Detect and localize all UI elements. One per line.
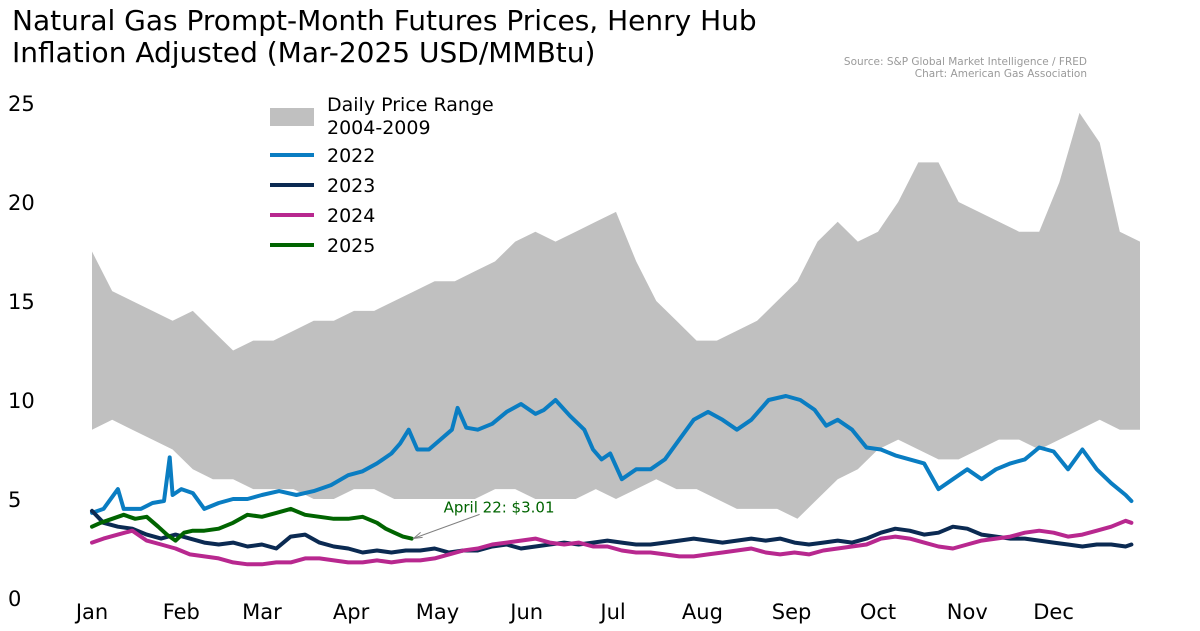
annotation-april-22: April 22: $3.01 <box>412 498 555 540</box>
legend: Daily Price Range 2004-2009 2022 2023 20… <box>270 94 494 257</box>
price-range-band <box>92 112 1140 519</box>
x-tick-label-aug: Aug <box>682 600 723 624</box>
y-tick-label-25: 25 <box>8 92 35 116</box>
series-line-2022 <box>90 394 1134 515</box>
chart-title-line-2: Inflation Adjusted (Mar-2025 USD/MMBtu) <box>12 36 595 69</box>
source-note: Source: S&P Global Market Intelligence /… <box>844 56 1087 80</box>
series-lines-layer <box>90 394 1134 567</box>
y-tick-label-15: 15 <box>8 290 35 314</box>
y-tick-label-5: 5 <box>8 488 21 512</box>
legend-label-2025: 2025 <box>327 235 375 257</box>
chart-title: Natural Gas Prompt-Month Futures Prices,… <box>12 4 757 69</box>
legend-label-2023: 2023 <box>327 175 375 197</box>
x-tick-label-jul: Jul <box>598 600 625 624</box>
price-range-band-layer <box>92 112 1140 519</box>
legend-swatch-range-band <box>270 108 314 126</box>
legend-label-2022: 2022 <box>327 145 375 167</box>
y-tick-label-20: 20 <box>8 191 35 215</box>
x-tick-label-feb: Feb <box>163 600 200 624</box>
annotation-arrow-head <box>412 532 423 540</box>
x-tick-label-nov: Nov <box>947 600 988 624</box>
series-line-2025 <box>90 506 414 543</box>
legend-label-range-line-1: Daily Price Range <box>327 94 494 116</box>
x-axis: Jan Feb Mar Apr May Jun Jul Aug Sep Oct Nov Dec <box>74 600 1074 624</box>
annotation-label: April 22: $3.01 <box>444 498 555 516</box>
x-tick-label-jan: Jan <box>74 600 108 624</box>
legend-label-2024: 2024 <box>327 205 375 227</box>
x-tick-label-oct: Oct <box>860 600 896 624</box>
series-line-2023 <box>90 508 1134 555</box>
x-tick-label-apr: Apr <box>333 600 370 624</box>
x-tick-label-mar: Mar <box>242 600 282 624</box>
chart-title-line-1: Natural Gas Prompt-Month Futures Prices,… <box>12 4 757 37</box>
y-tick-label-10: 10 <box>8 389 35 413</box>
x-tick-label-dec: Dec <box>1033 600 1074 624</box>
source-line-1: Source: S&P Global Market Intelligence /… <box>844 56 1087 68</box>
source-line-2: Chart: American Gas Association <box>915 68 1087 80</box>
x-tick-label-sep: Sep <box>772 600 812 624</box>
y-axis: 0 5 10 15 20 25 <box>8 92 35 611</box>
series-line-2024 <box>90 518 1134 567</box>
annotation-arrow <box>413 513 480 539</box>
x-tick-label-may: May <box>416 600 459 624</box>
x-tick-label-jun: Jun <box>508 600 543 624</box>
legend-label-range-line-2: 2004-2009 <box>327 117 431 139</box>
y-tick-label-0: 0 <box>8 587 21 611</box>
